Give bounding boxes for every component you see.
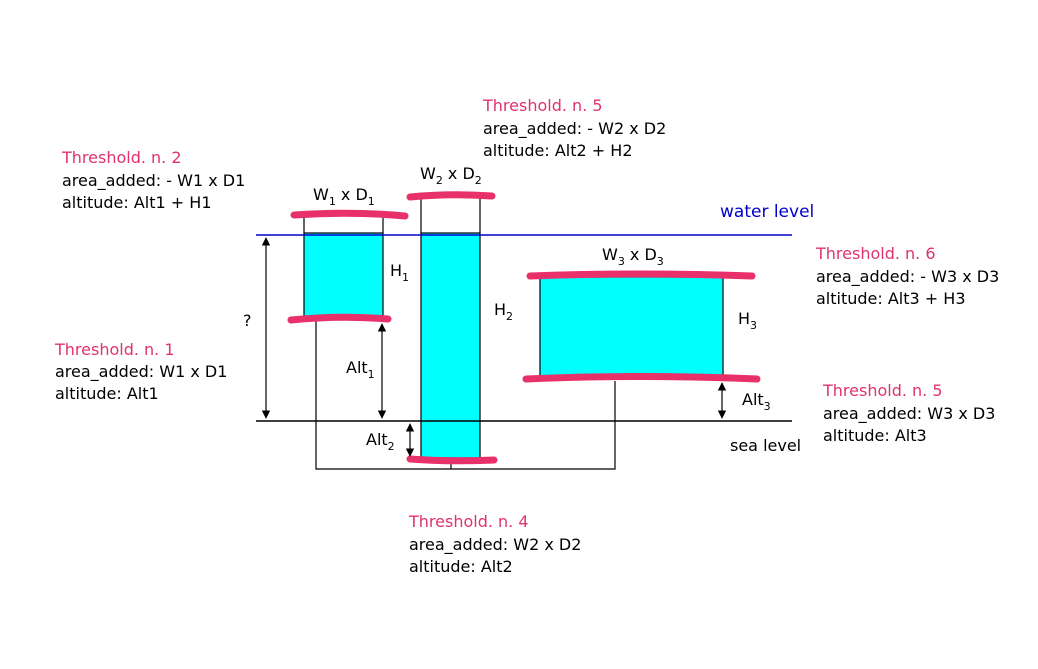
tank-3-top-label: W3 x D3 — [602, 245, 664, 268]
threshold-5a-area: area_added: - W2 x D2 — [483, 119, 666, 139]
water-level-label: water level — [720, 202, 814, 222]
threshold-4-block: Threshold. n. 4 area_added: W2 x D2 alti… — [408, 512, 581, 576]
rim-marker-tank-2-top — [406, 191, 496, 201]
threshold-1-area: area_added: W1 x D1 — [55, 362, 227, 382]
threshold-6-altitude: altitude: Alt3 + H3 — [816, 289, 966, 308]
threshold-4-title: Threshold. n. 4 — [408, 512, 529, 531]
threshold-1-altitude: altitude: Alt1 — [55, 384, 159, 403]
threshold-5b-altitude: altitude: Alt3 — [823, 426, 927, 445]
threshold-2-area: area_added: - W1 x D1 — [62, 171, 245, 191]
threshold-4-area: area_added: W2 x D2 — [409, 535, 581, 555]
tank-1-height-label: H1 — [390, 261, 409, 284]
threshold-1-block: Threshold. n. 1 area_added: W1 x D1 alti… — [54, 340, 227, 403]
threshold-5b-block: Threshold. n. 5 area_added: W3 x D3 alti… — [822, 381, 995, 445]
threshold-2-block: Threshold. n. 2 area_added: - W1 x D1 al… — [61, 148, 245, 212]
rim-marker-tank-1-top — [290, 209, 409, 220]
rim-marker-tank-1-bottom — [287, 313, 392, 324]
alt-1-label: Alt1 — [346, 358, 375, 381]
tank-2-top-label: W2 x D2 — [420, 164, 482, 187]
threshold-4-altitude: altitude: Alt2 — [409, 557, 513, 576]
unknown-height-label: ? — [243, 311, 252, 330]
tank-1 — [303, 232, 384, 319]
sea-level-label: sea level — [730, 436, 801, 455]
rim-marker-tank-3-top — [526, 270, 756, 280]
threshold-6-block: Threshold. n. 6 area_added: - W3 x D3 al… — [815, 244, 999, 308]
threshold-5b-area: area_added: W3 x D3 — [823, 404, 995, 424]
threshold-2-altitude: altitude: Alt1 + H1 — [62, 193, 212, 212]
threshold-5b-title: Threshold. n. 5 — [822, 381, 943, 400]
tank-3 — [539, 276, 724, 380]
threshold-5a-block: Threshold. n. 5 area_added: - W2 x D2 al… — [482, 96, 666, 160]
alt-2-label: Alt2 — [366, 430, 395, 453]
rim-marker-tank-2-bottom — [406, 455, 498, 465]
threshold-5a-title: Threshold. n. 5 — [482, 96, 603, 115]
threshold-2-title: Threshold. n. 2 — [61, 148, 182, 167]
connecting-pipe — [315, 320, 616, 470]
threshold-1-title: Threshold. n. 1 — [54, 340, 175, 359]
tank-2-height-label: H2 — [494, 300, 513, 323]
tank-1-top-label: W1 x D1 — [313, 185, 375, 208]
threshold-5a-altitude: altitude: Alt2 + H2 — [483, 141, 633, 160]
threshold-6-area: area_added: - W3 x D3 — [816, 267, 999, 287]
tank-3-height-label: H3 — [738, 309, 757, 332]
rim-marker-tank-3-bottom — [522, 373, 761, 383]
alt-3-label: Alt3 — [742, 390, 771, 413]
tank-2 — [420, 232, 481, 459]
threshold-6-title: Threshold. n. 6 — [815, 244, 936, 263]
